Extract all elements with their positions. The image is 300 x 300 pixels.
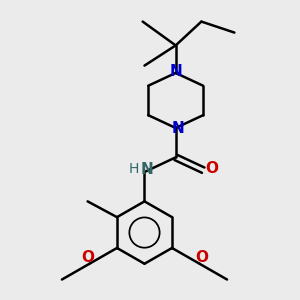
Text: O: O xyxy=(195,250,208,265)
Text: N: N xyxy=(141,162,153,177)
Text: O: O xyxy=(81,250,94,265)
Text: N: N xyxy=(171,121,184,136)
Text: H: H xyxy=(129,162,140,176)
Text: O: O xyxy=(205,161,218,176)
Text: N: N xyxy=(169,64,182,79)
